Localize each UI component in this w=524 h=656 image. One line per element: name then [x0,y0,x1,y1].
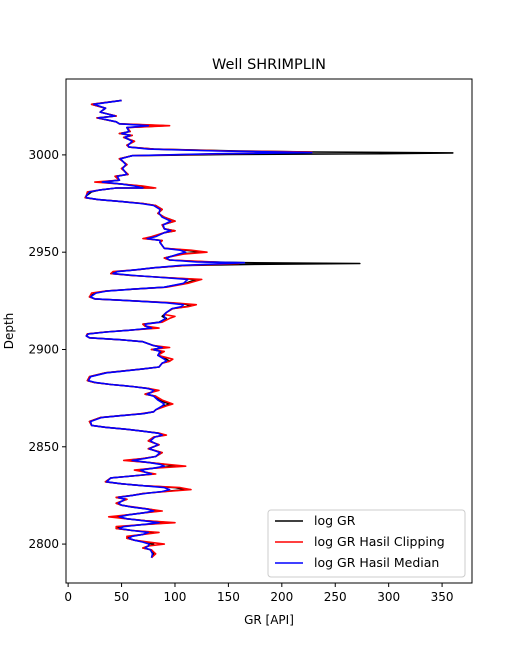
x-tick-label: 50 [114,590,129,604]
legend-label-median: log GR Hasil Median [314,555,439,570]
chart-title: Well SHRIMPLIN [212,57,326,73]
plot-frame [65,78,473,584]
legend-label-log-gr: log GR [314,513,356,528]
x-tick-label: 300 [377,590,400,604]
y-tick-label: 2900 [28,342,59,356]
x-axis-label: GR [API] [244,613,294,627]
legend-frame [267,509,466,578]
y-tick-label: 2950 [28,245,59,259]
series-line-median [85,99,313,558]
y-axis-label: Depth [2,313,16,350]
series-line-clipping [84,99,313,559]
x-axis-ticks: 0 50 100 150 200 250 300 350 [64,583,454,604]
x-tick-label: 350 [431,590,454,604]
y-tick-label: 2800 [28,537,59,551]
x-tick-label: 150 [217,590,240,604]
x-tick-label: 200 [270,590,293,604]
y-axis-ticks: 2800 2850 2900 2950 3000 [28,148,66,551]
x-tick-label: 250 [324,590,347,604]
x-tick-label: 0 [64,590,72,604]
legend: log GR log GR Hasil Clipping log GR Hasi… [267,509,466,578]
y-tick-label: 2850 [28,440,59,454]
series-layer [84,99,454,559]
y-tick-label: 3000 [28,148,59,162]
legend-label-clipping: log GR Hasil Clipping [314,534,445,549]
x-tick-label: 100 [164,590,187,604]
